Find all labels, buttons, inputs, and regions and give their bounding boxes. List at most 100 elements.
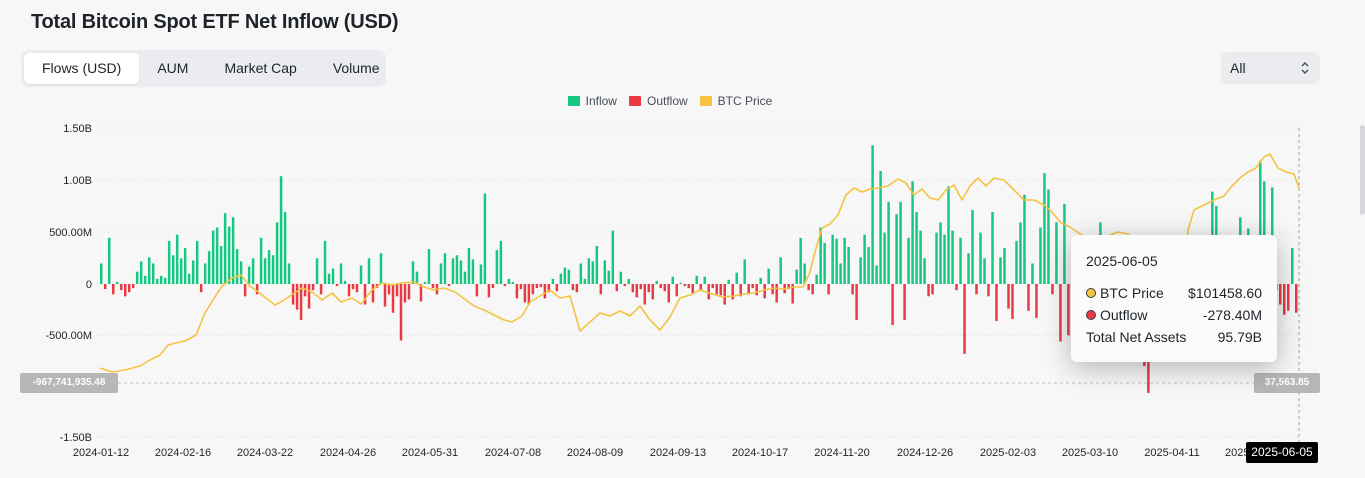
outflow-bar[interactable] xyxy=(1035,284,1038,318)
outflow-bar[interactable] xyxy=(387,284,391,295)
inflow-bar[interactable] xyxy=(1003,248,1006,284)
outflow-bar[interactable] xyxy=(663,284,667,292)
outflow-bar[interactable] xyxy=(891,284,894,326)
inflow-bar[interactable] xyxy=(247,266,251,284)
inflow-bar[interactable] xyxy=(179,258,183,284)
outflow-bar[interactable] xyxy=(119,284,123,291)
inflow-bar[interactable] xyxy=(839,263,842,284)
inflow-bar[interactable] xyxy=(479,264,483,284)
inflow-bar[interactable] xyxy=(583,278,587,284)
outflow-bar[interactable] xyxy=(691,284,694,294)
outflow-bar[interactable] xyxy=(771,284,774,295)
inflow-bar[interactable] xyxy=(411,261,415,284)
inflow-bar[interactable] xyxy=(459,260,463,284)
inflow-bar[interactable] xyxy=(959,237,962,284)
inflow-bar[interactable] xyxy=(1043,173,1046,284)
outflow-bar[interactable] xyxy=(355,284,359,293)
outflow-bar[interactable] xyxy=(791,284,794,304)
inflow-bar[interactable] xyxy=(899,201,902,284)
outflow-bar[interactable] xyxy=(639,284,643,290)
inflow-bar[interactable] xyxy=(671,276,674,284)
inflow-bar[interactable] xyxy=(443,253,447,284)
inflow-bar[interactable] xyxy=(483,193,487,284)
inflow-bar[interactable] xyxy=(343,280,347,284)
inflow-bar[interactable] xyxy=(471,259,475,284)
inflow-bar[interactable] xyxy=(171,255,175,284)
inflow-bar[interactable] xyxy=(151,263,155,284)
outflow-bar[interactable] xyxy=(719,284,722,296)
inflow-bar[interactable] xyxy=(579,263,583,284)
inflow-bar[interactable] xyxy=(607,270,611,284)
outflow-bar[interactable] xyxy=(531,284,535,295)
inflow-bar[interactable] xyxy=(1259,160,1262,284)
outflow-bar[interactable] xyxy=(827,284,830,295)
inflow-bar[interactable] xyxy=(439,263,443,284)
inflow-bar[interactable] xyxy=(327,273,331,284)
inflow-bar[interactable] xyxy=(863,234,866,284)
outflow-bar[interactable] xyxy=(643,284,647,305)
inflow-bar[interactable] xyxy=(847,247,850,284)
inflow-bar[interactable] xyxy=(155,278,159,284)
outflow-bar[interactable] xyxy=(335,284,339,287)
inflow-bar[interactable] xyxy=(159,275,163,284)
inflow-bar[interactable] xyxy=(227,226,231,284)
inflow-bar[interactable] xyxy=(207,251,211,284)
inflow-bar[interactable] xyxy=(223,213,227,284)
outflow-bar[interactable] xyxy=(659,284,663,289)
outflow-bar[interactable] xyxy=(543,284,547,299)
inflow-bar[interactable] xyxy=(263,258,267,284)
outflow-bar[interactable] xyxy=(503,284,507,287)
inflow-bar[interactable] xyxy=(1063,203,1066,284)
inflow-bar[interactable] xyxy=(895,214,898,284)
inflow-bar[interactable] xyxy=(331,268,335,284)
inflow-bar[interactable] xyxy=(1263,181,1266,284)
inflow-bar[interactable] xyxy=(803,263,806,284)
outflow-bar[interactable] xyxy=(351,284,355,290)
outflow-bar[interactable] xyxy=(699,284,702,291)
outflow-bar[interactable] xyxy=(395,284,399,297)
inflow-bar[interactable] xyxy=(759,277,762,284)
outflow-bar[interactable] xyxy=(1067,284,1070,336)
inflow-bar[interactable] xyxy=(919,230,922,284)
inflow-bar[interactable] xyxy=(799,237,802,284)
inflow-bar[interactable] xyxy=(219,246,223,284)
outflow-bar[interactable] xyxy=(475,284,479,297)
outflow-bar[interactable] xyxy=(751,284,754,289)
inflow-bar[interactable] xyxy=(451,258,455,284)
outflow-bar[interactable] xyxy=(763,284,766,299)
outflow-bar[interactable] xyxy=(127,284,131,293)
inflow-bar[interactable] xyxy=(139,261,143,284)
inflow-bar[interactable] xyxy=(379,253,383,284)
inflow-bar[interactable] xyxy=(463,271,467,284)
outflow-bar[interactable] xyxy=(739,284,742,297)
inflow-bar[interactable] xyxy=(591,261,595,284)
outflow-bar[interactable] xyxy=(519,284,523,290)
inflow-bar[interactable] xyxy=(143,275,147,284)
inflow-bar[interactable] xyxy=(819,227,822,284)
inflow-bar[interactable] xyxy=(879,171,882,284)
inflow-bar[interactable] xyxy=(259,237,263,284)
inflow-bar[interactable] xyxy=(1031,263,1034,284)
inflow-bar[interactable] xyxy=(183,248,187,284)
outflow-bar[interactable] xyxy=(347,284,351,297)
outflow-bar[interactable] xyxy=(707,284,710,300)
inflow-bar[interactable] xyxy=(287,263,291,284)
tab-market-cap[interactable]: Market Cap xyxy=(224,60,297,76)
inflow-bar[interactable] xyxy=(695,275,698,284)
outflow-bar[interactable] xyxy=(1279,284,1282,305)
inflow-bar[interactable] xyxy=(507,278,511,284)
outflow-bar[interactable] xyxy=(299,284,303,320)
inflow-bar[interactable] xyxy=(727,279,730,284)
inflow-bar[interactable] xyxy=(315,258,319,284)
inflow-bar[interactable] xyxy=(467,248,471,284)
outflow-bar[interactable] xyxy=(391,284,395,313)
inflow-bar[interactable] xyxy=(495,250,499,284)
inflow-bar[interactable] xyxy=(323,240,327,284)
outflow-bar[interactable] xyxy=(1007,284,1010,309)
inflow-bar[interactable] xyxy=(743,259,746,284)
inflow-bar[interactable] xyxy=(619,271,623,284)
outflow-bar[interactable] xyxy=(675,284,678,297)
inflow-bar[interactable] xyxy=(679,282,682,284)
outflow-bar[interactable] xyxy=(295,284,299,310)
outflow-bar[interactable] xyxy=(575,284,579,293)
